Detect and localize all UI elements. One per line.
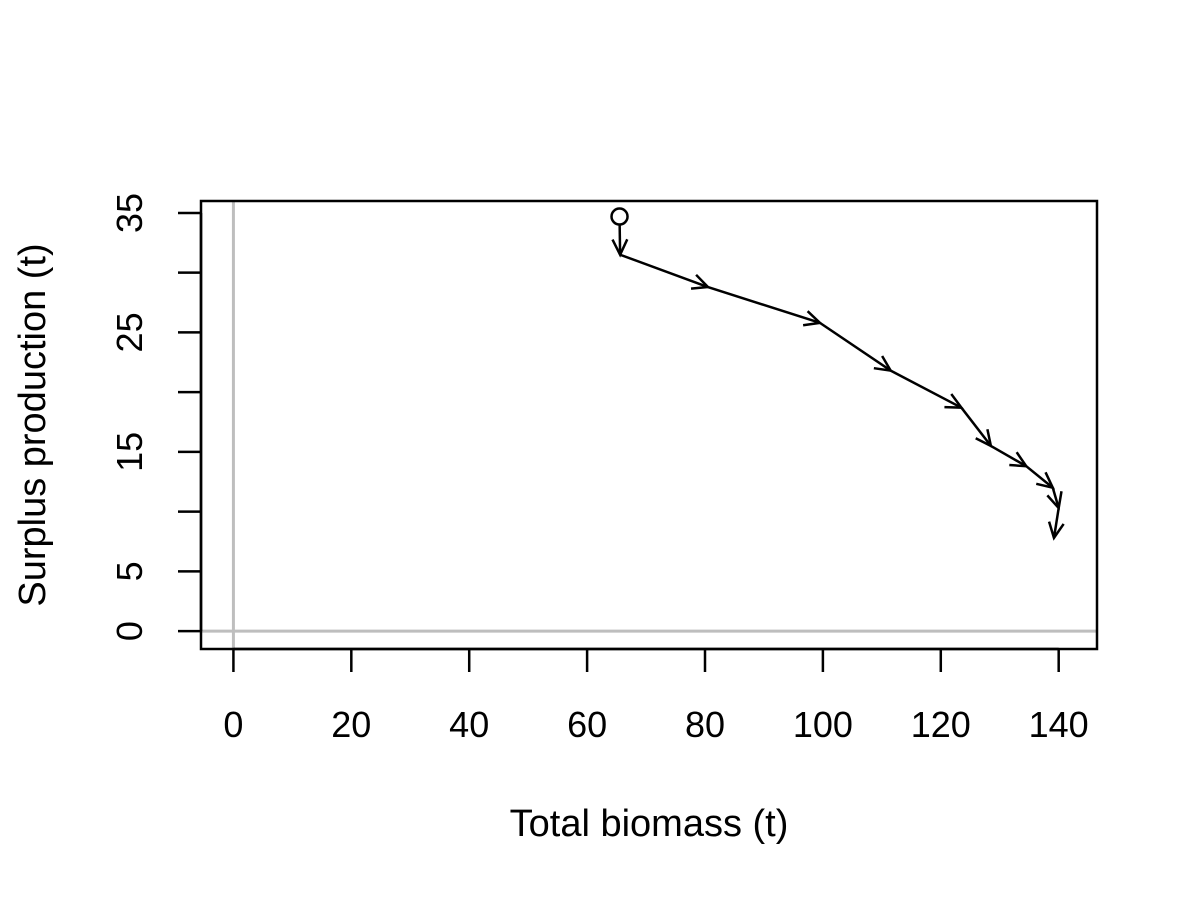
y-axis: 0 5 15 25 35 xyxy=(109,193,203,641)
arrow-head xyxy=(1047,521,1065,541)
x-tick-label: 0 xyxy=(223,704,243,745)
x-tick-label: 140 xyxy=(1029,704,1089,745)
arrow-segment xyxy=(890,369,963,409)
series xyxy=(610,207,1065,541)
x-tick-label: 120 xyxy=(911,704,971,745)
y-axis-title: Surplus production (t) xyxy=(12,243,54,606)
x-tick-label: 80 xyxy=(685,704,725,745)
arrow-head xyxy=(873,355,894,373)
arrow-segment xyxy=(1025,465,1054,489)
y-tick-label: 25 xyxy=(109,312,150,352)
arrow-segment xyxy=(1052,507,1060,539)
arrow-segment xyxy=(990,444,1027,468)
arrow-segment xyxy=(1051,487,1060,509)
arrow-segment xyxy=(819,321,892,372)
y-tick-label: 15 xyxy=(109,432,150,472)
y-tick-label: 35 xyxy=(109,193,150,233)
x-tick-label: 20 xyxy=(331,704,371,745)
arrow-segment xyxy=(960,406,992,447)
arrow-segment xyxy=(619,253,709,289)
y-tick-label: 0 xyxy=(109,621,150,641)
x-tick-label: 100 xyxy=(793,704,853,745)
x-axis: 0 20 40 60 80 100 120 140 xyxy=(223,647,1089,745)
start-point-marker xyxy=(610,207,629,226)
reference-lines xyxy=(201,201,1097,649)
y-tick-label: 5 xyxy=(109,561,150,581)
x-tick-label: 60 xyxy=(567,704,607,745)
arrow-segment xyxy=(707,285,821,325)
plot-frame xyxy=(199,199,1099,651)
x-tick-label: 40 xyxy=(449,704,489,745)
x-axis-title: Total biomass (t) xyxy=(510,803,789,845)
